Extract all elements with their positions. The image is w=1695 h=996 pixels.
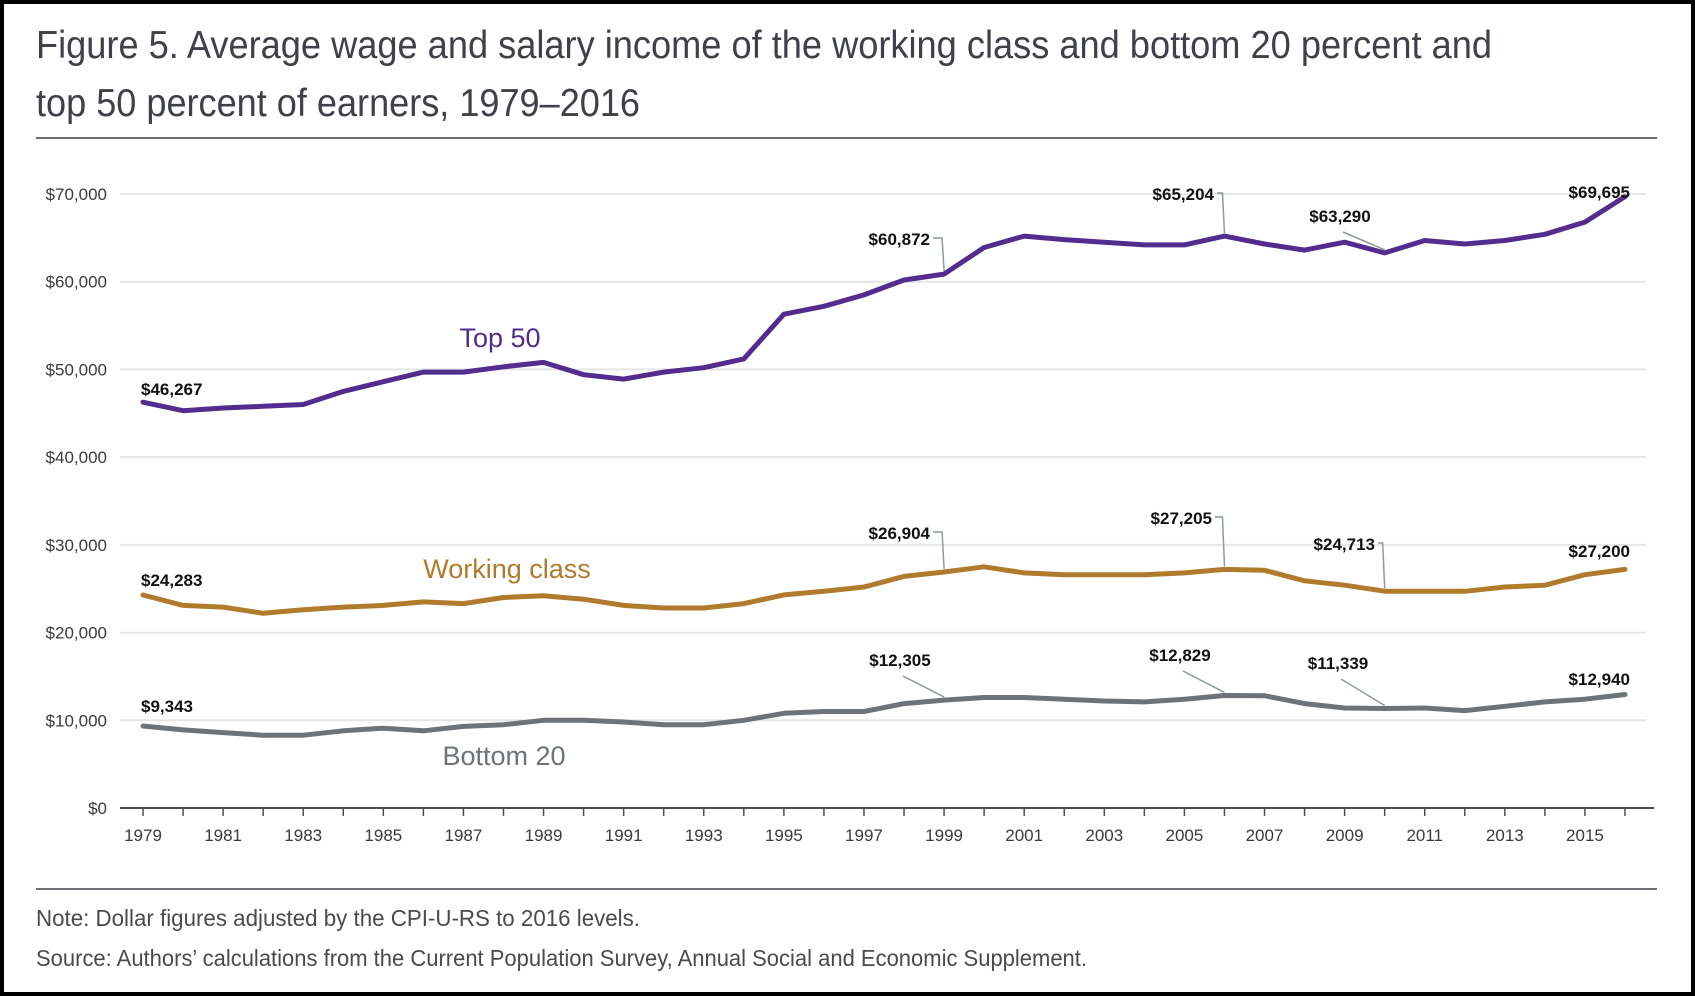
x-tick-label: 1985 (364, 826, 402, 845)
source-text: Source: Authors’ calculations from the C… (36, 945, 1087, 971)
data-label: $12,305 (869, 651, 930, 670)
x-tick-label: 1993 (685, 826, 723, 845)
x-tick-label: 2003 (1085, 826, 1123, 845)
data-label: $24,713 (1314, 535, 1375, 554)
annotation-leader-line (1342, 231, 1385, 251)
y-tick-label: $70,000 (46, 185, 107, 204)
annotation-leader-line (1340, 678, 1386, 707)
data-label: $69,695 (1569, 183, 1630, 202)
x-tick-label: 2007 (1246, 826, 1284, 845)
data-label: $46,267 (141, 380, 202, 399)
x-tick-label: 1981 (204, 826, 242, 845)
x-tick-label: 1999 (925, 826, 963, 845)
x-tick-label: 2009 (1326, 826, 1364, 845)
series-label-top-50: Top 50 (459, 323, 540, 353)
data-label: $12,940 (1569, 670, 1630, 689)
data-label: $63,290 (1309, 207, 1370, 226)
data-label: $12,829 (1149, 646, 1210, 665)
y-tick-label: $60,000 (46, 273, 107, 292)
y-tick-label: $20,000 (46, 624, 107, 643)
data-label: $27,200 (1569, 542, 1630, 561)
title-line-1: Figure 5. Average wage and salary income… (36, 24, 1492, 67)
data-label: $11,339 (1308, 654, 1369, 673)
y-tick-label: $40,000 (46, 448, 107, 467)
y-tick-label: $50,000 (46, 360, 107, 379)
data-label: $26,904 (869, 524, 931, 543)
series-line-working-class (140, 564, 1628, 616)
x-tick-label: 2001 (1005, 826, 1043, 845)
x-tick-label: 1989 (525, 826, 563, 845)
y-tick-label: $0 (88, 799, 107, 818)
data-label: $24,283 (141, 571, 202, 590)
data-label: $65,204 (1153, 185, 1215, 204)
y-tick-label: $30,000 (46, 536, 107, 555)
x-tick-label: 2013 (1486, 826, 1524, 845)
y-tick-label: $10,000 (46, 711, 107, 730)
x-tick-label: 2015 (1566, 826, 1604, 845)
annotation-leader-line (902, 675, 945, 698)
annotation-leader-line (1378, 542, 1386, 589)
data-label: $27,205 (1151, 509, 1212, 528)
x-tick-label: 2011 (1406, 826, 1443, 845)
series-label-bottom-20: Bottom 20 (442, 741, 565, 771)
x-tick-label: 1979 (124, 826, 162, 845)
annotation-leader-line (1182, 670, 1225, 694)
x-tick-label: 1987 (445, 826, 483, 845)
series-line-bottom-20 (140, 692, 1628, 738)
annotation-leader-line (1215, 516, 1226, 567)
title-line-2: top 50 percent of earners, 1979–2016 (36, 82, 640, 125)
x-tick-label: 1995 (765, 826, 803, 845)
series-line-top-50 (140, 194, 1628, 414)
x-tick-label: 1997 (845, 826, 883, 845)
x-tick-label: 1983 (284, 826, 322, 845)
annotation-leader-line (1217, 192, 1226, 234)
x-tick-label: 2005 (1165, 826, 1203, 845)
x-tick-label: 1991 (605, 826, 643, 845)
note-text: Note: Dollar figures adjusted by the CPI… (36, 905, 640, 931)
data-label: $9,343 (141, 697, 193, 716)
annotation-leader-line (933, 237, 945, 272)
annotation-leader-line (933, 531, 945, 570)
data-label: $60,872 (869, 230, 930, 249)
series-label-working-class: Working class (423, 554, 591, 584)
